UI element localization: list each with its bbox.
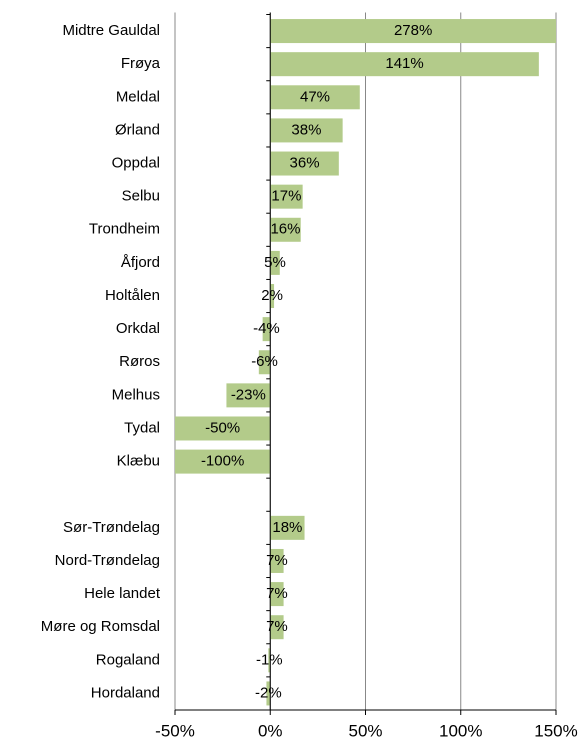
value-label: 17% (271, 188, 301, 205)
y-tick-label: Oppdal (112, 155, 160, 172)
value-label: 141% (385, 55, 423, 72)
y-tick-label: Ørland (115, 121, 160, 138)
value-label: 7% (266, 552, 288, 569)
value-label: 38% (291, 121, 321, 138)
value-label: -6% (251, 353, 278, 370)
value-label: 278% (394, 22, 432, 39)
value-label: -2% (255, 684, 282, 701)
bar (270, 548, 284, 573)
value-label: -100% (201, 453, 244, 470)
bar (270, 250, 280, 275)
value-label: 5% (264, 254, 286, 271)
bars (175, 19, 556, 706)
y-tick-label: Frøya (121, 55, 161, 72)
y-tick-label: Hele landet (84, 585, 161, 602)
bar (270, 85, 360, 110)
y-tick-label: Nord-Trøndelag (55, 552, 160, 569)
y-tick-label: Sør-Trøndelag (63, 519, 160, 536)
bar (270, 19, 556, 44)
bar (262, 317, 271, 342)
value-label: 7% (266, 585, 288, 602)
bar (270, 582, 284, 607)
value-label: -23% (231, 386, 266, 403)
bar (270, 151, 339, 176)
bar (270, 52, 539, 77)
bar (226, 383, 271, 408)
y-tick-label: Melhus (112, 386, 160, 403)
grid (174, 12, 557, 710)
x-tick-label: 150% (534, 721, 577, 740)
value-label: 36% (290, 155, 320, 172)
x-tick-label: 50% (348, 721, 382, 740)
y-tick-label: Midtre Gauldal (62, 22, 160, 39)
y-tick-label: Åfjord (121, 254, 160, 271)
bar (270, 184, 303, 209)
y-tick-label: Tydal (124, 419, 160, 436)
y-tick-label: Selbu (122, 188, 160, 205)
bar (175, 416, 271, 441)
x-tick-label: -50% (155, 721, 195, 740)
value-label: 7% (266, 618, 288, 635)
bar (268, 648, 271, 673)
bar (270, 217, 301, 242)
foreground: -50% 0% 50% 100% 150% Midtre Gauldal 278% Frøya… (41, 12, 578, 740)
x-tick-label: 100% (439, 721, 482, 740)
value-label: 47% (300, 88, 330, 105)
value-label: -1% (256, 651, 283, 668)
value-label: -4% (253, 320, 280, 337)
bar (270, 284, 275, 309)
y-tick-label: Rogaland (96, 651, 160, 668)
bar (258, 350, 271, 375)
x-tick-label: 0% (258, 721, 283, 740)
y-tick-label: Trondheim (89, 221, 160, 238)
y-tick-label: Hordaland (91, 684, 160, 701)
bar (175, 449, 271, 474)
y-tick-label: Meldal (116, 88, 160, 105)
bar (270, 615, 284, 640)
y-tick-label: Orkdal (116, 320, 160, 337)
bar (270, 118, 343, 143)
value-label: 18% (272, 519, 302, 536)
y-tick-label: Klæbu (117, 453, 160, 470)
y-tick-label: Holtålen (105, 287, 160, 304)
y-tick-label: Røros (119, 353, 160, 370)
bar (266, 681, 271, 706)
y-tick-label: Møre og Romsdal (41, 618, 160, 635)
value-label: 2% (261, 287, 283, 304)
value-label: 16% (270, 221, 300, 238)
value-label: -50% (205, 419, 240, 436)
bar (270, 515, 305, 540)
